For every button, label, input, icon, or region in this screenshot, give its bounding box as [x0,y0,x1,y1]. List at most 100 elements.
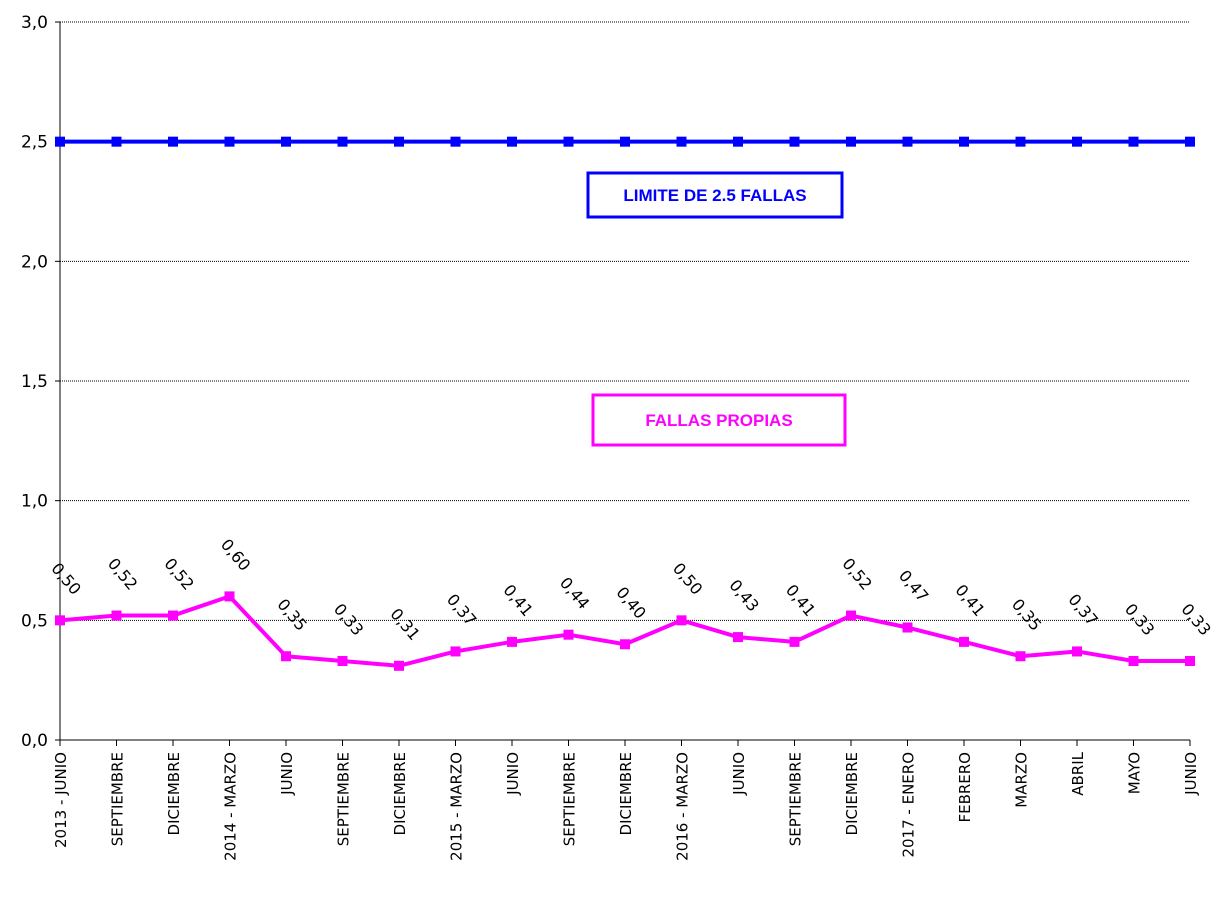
x-tick-label: SEPTIEMBRE [561,752,579,846]
data-label: 0,35 [1008,595,1045,635]
series-boxes: LIMITE DE 2.5 FALLAS FALLAS PROPIAS [586,171,847,447]
x-tick-label: ABRIL [1069,751,1087,795]
y-tick-label: 2,0 [21,252,48,272]
data-point [281,651,291,662]
y-tick-label: 2,5 [21,133,48,153]
data-point [676,136,687,147]
data-label: 0,52 [160,554,197,594]
data-label: 0,31 [386,605,423,645]
data-label: 0,43 [725,576,762,616]
data-point [1128,136,1139,147]
series-name-box [591,393,847,447]
x-tick-label: FEBRERO [956,752,974,823]
data-point [394,136,404,147]
x-tick-label: DICIEMBRE [843,752,861,835]
x-tick-label: JUNIO [730,752,748,796]
x-tick-label: DICIEMBRE [391,752,409,835]
data-point [224,136,235,147]
data-point [1185,656,1195,667]
data-point [450,136,461,147]
data-point [676,615,687,626]
data-label: 0,37 [1064,590,1101,630]
data-point [620,136,630,147]
data-point [168,610,178,621]
x-tick-label: 2016 - MARZO [674,752,692,861]
grid-lines [60,21,1190,621]
data-label: 0,41 [951,581,988,621]
data-point [789,636,800,647]
x-tick-label: JUNIO [1182,752,1200,796]
data-label: 0,52 [104,554,141,594]
data-point [959,636,969,647]
data-point [111,610,122,621]
data-label: 0,50 [669,559,706,599]
data-label: 0,47 [895,566,932,606]
data-point [337,136,348,147]
x-tick-label: JUNIO [278,752,296,796]
data-point [1015,651,1026,662]
data-label: 0,37 [443,590,480,630]
data-point [733,136,743,147]
data-label: 0,40 [612,583,649,623]
data-point [1015,136,1026,147]
y-tick-label: 0,5 [21,611,48,631]
data-point [394,660,404,671]
data-point [450,646,461,657]
data-labels: 0,50 0,52 0,52 0,60 0,35 0,33 0,31 0,37 0,41 0,44… [47,535,1214,644]
series-layer [55,136,1195,671]
data-point [224,591,235,602]
x-tick-label: JUNIO [504,752,522,796]
data-point [620,639,630,650]
x-tick-label: MAYO [1126,752,1144,794]
data-point [281,136,291,147]
data-label: 0,33 [330,600,367,640]
x-tick-label: DICIEMBRE [617,752,635,835]
data-point [733,632,743,643]
data-label: 0,60 [217,535,254,575]
x-tick-label: SEPTIEMBRE [787,752,805,846]
series-name-box [586,171,844,219]
data-label: 0,52 [838,554,875,594]
data-point [563,629,574,640]
y-tick-label: 1,0 [21,492,48,512]
data-label: 0,33 [1177,600,1214,640]
x-tick-label: SEPTIEMBRE [109,752,127,846]
data-label: 0,41 [782,581,819,621]
y-tick-label: 3,0 [21,13,48,33]
data-point [902,136,913,147]
x-tick-label: 2017 - ENERO [900,752,918,858]
data-point [563,136,574,147]
data-point [55,615,65,626]
x-tick-label: SEPTIEMBRE [335,752,353,846]
data-point [846,136,856,147]
data-point [55,136,65,147]
y-tick-label: 0,0 [21,731,48,751]
data-point [1072,646,1082,657]
x-tick-label: DICIEMBRE [165,752,183,835]
data-point [337,656,348,667]
x-tick-label: 2014 - MARZO [222,752,240,861]
data-point [846,610,856,621]
data-point [902,622,913,633]
data-label: 0,41 [499,581,536,621]
y-tick-label: 1,5 [21,372,48,392]
data-point [507,636,517,647]
data-point [111,136,122,147]
data-point [507,136,517,147]
data-label: 0,50 [47,559,84,599]
x-tick-label: MARZO [1013,752,1031,808]
x-tick-label: 2015 - MARZO [448,752,466,861]
x-tick-label: 2013 - JUNIO [52,752,70,848]
data-label: 0,33 [1121,600,1158,640]
data-label: 0,35 [273,595,310,635]
data-point [789,136,800,147]
data-point [1128,656,1139,667]
data-label: 0,44 [556,573,593,613]
data-point [959,136,969,147]
series-name-label: FALLAS PROPIAS [645,411,792,430]
data-point [1185,136,1195,147]
series-name-label: LIMITE DE 2.5 FALLAS [623,186,806,205]
data-point [1072,136,1082,147]
